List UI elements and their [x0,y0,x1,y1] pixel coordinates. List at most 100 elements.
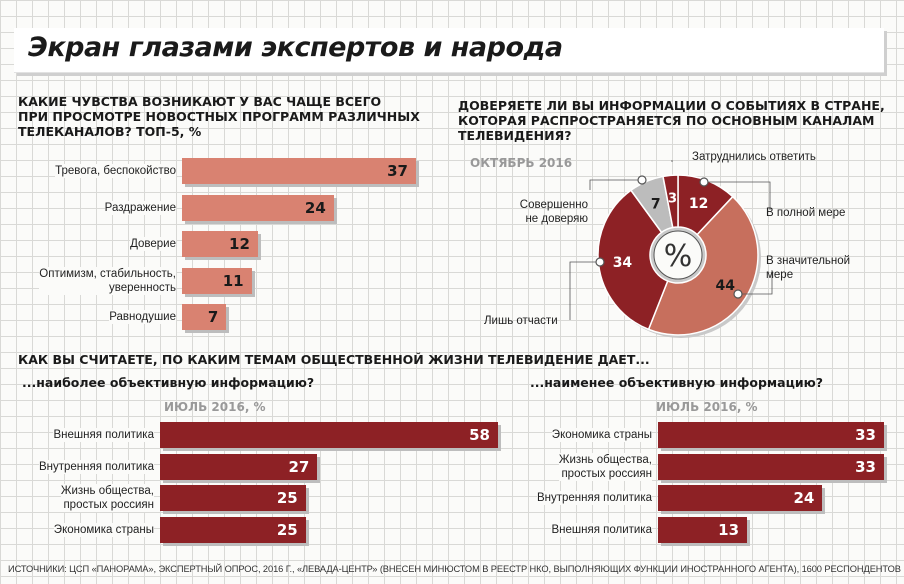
category-label-line: Экономика страны [53,523,154,536]
pie-slice-label-line: не доверяю [525,213,588,225]
page-title: Экран глазами экспертов и народа [28,32,563,63]
leader-dot [733,289,743,299]
category-label-line: Внутренняя политика [38,460,154,473]
pie-slice-label: Затруднились ответить [692,150,816,164]
bar: 7 [182,304,227,330]
pie-slice-label-line: Совершенно [519,199,588,211]
bar: 58 [160,422,498,448]
pie-slice-label-line: В значительной [766,255,851,267]
bottom-question-text: КАК ВЫ СЧИТАЕТЕ, ПО КАКИМ ТЕМАМ ОБЩЕСТВЕ… [18,352,650,367]
pie-slice-label: В значительной мере [766,254,850,282]
bar: 25 [160,485,306,511]
bar-value-label: 11 [222,271,244,290]
bar-value-label: 27 [288,457,310,476]
category-label: Внешняя политика [53,428,154,442]
leader-line [704,181,771,210]
chart4-subtitle: ИЮЛЬ 2016, % [656,400,758,414]
category-label-line: Доверие [130,238,176,250]
source-note: ИСТОЧНИКИ: ЦСП «ПАНОРАМА», ЭКСПЕРТНЫЙ ОП… [8,564,901,574]
category-label-line: Внешняя политика [53,429,154,441]
bar: 25 [160,516,306,543]
leader-line [589,179,642,190]
bar-value-label: 58 [469,426,490,444]
title-banner: Экран глазами экспертов и народа [14,28,884,73]
chart2-title-line: ДОВЕРЯЕТЕ ЛИ ВЫ ИНФОРМАЦИИ О СОБЫТИЯХ В … [458,98,885,113]
category-label-line: уверенность [108,281,176,294]
bar-value-label: 37 [387,162,408,180]
bar-value-label: 33 [855,426,876,444]
category-label: Жизнь общества, простых россиян [558,452,652,481]
bar-value-label: 13 [718,520,740,539]
category-label: Экономика страны [53,522,154,537]
category-label: Доверие [130,237,176,251]
pie-value-label: 7 [651,197,661,213]
bar: 33 [658,422,884,448]
bar: 12 [182,231,258,257]
pie-slice [597,189,669,331]
category-label-line: Жизнь общества, [558,453,652,466]
chart2-title-line: ТЕЛЕВИДЕНИЯ? [458,128,572,143]
chart1-title-line: КАКИЕ ЧУВСТВА ВОЗНИКАЮТ У ВАС ЧАЩЕ ВСЕГО [18,94,382,109]
bar: 37 [182,158,416,184]
bar-value-label: 24 [793,489,815,507]
category-label: Жизнь общества, простых россиян [60,484,154,512]
chart2-title: ДОВЕРЯЕТЕ ЛИ ВЫ ИНФОРМАЦИИ О СОБЫТИЯХ В … [458,98,885,143]
category-label: Экономика страны [551,428,652,442]
leader-dot [699,177,709,187]
pie-slice-label-line: В полной мере [766,207,846,219]
chart1-title: КАКИЕ ЧУВСТВА ВОЗНИКАЮТ У ВАС ЧАЩЕ ВСЕГО… [18,94,420,139]
category-label-line: Жизнь общества, [60,485,154,497]
leader-dot [595,257,605,267]
pie-value-label: 34 [613,255,633,271]
category-label: Внутренняя политика [536,491,652,505]
pie-value-label: 12 [689,196,708,212]
pie-slice [662,174,679,229]
category-label: Внешняя политика [551,522,652,537]
bottom-question: КАК ВЫ СЧИТАЕТЕ, ПО КАКИМ ТЕМАМ ОБЩЕСТВЕ… [18,352,650,367]
category-label: Оптимизм, стабильность, уверенность [39,266,176,295]
pie-slice [647,195,759,336]
chart2-pie: 12 44 34 7 3% [569,160,773,338]
category-label-line: Раздражение [104,201,176,214]
chart4-title: ...наименее объективную информацию? [530,375,823,390]
bar-value-label: 7 [207,308,219,326]
pie-slice-label: В полной мере [766,206,845,220]
pie-center [653,230,703,280]
leader-line [569,261,600,320]
chart1-title-line: ТЕЛЕКАНАЛОВ? Топ-5, % [18,124,202,139]
pie-slice-label: Совершенно не доверяю [514,198,588,226]
category-label-line: Равнодушие [109,311,176,323]
category-label: Тревога, беспокойство [55,164,176,178]
pie-slice-label-line: Лишь отчасти [484,315,558,327]
category-label-line: Внешняя политика [551,523,652,536]
pie-slice-label-line: мере [766,269,794,281]
pie-slice-label: Лишь отчасти [484,314,558,328]
bar-value-label: 24 [304,198,326,217]
bar: 11 [182,267,252,294]
bar-value-label: 12 [229,235,250,253]
category-label-line: Тревога, беспокойство [55,165,176,177]
bar-value-label: 25 [276,489,298,507]
category-label-line: простых россиян [63,499,154,511]
category-label-line: Экономика страны [551,429,652,441]
leader-dot [637,175,647,185]
bar: 24 [182,194,334,221]
pie-value-label: 3 [668,191,677,206]
bar: 24 [658,485,823,511]
pie-slice-label-line: Затруднились ответить [692,151,816,163]
category-label-line: Оптимизм, стабильность, [39,267,176,280]
chart2-subtitle: ОКТЯБРЬ 2016 [470,156,573,170]
pie-center-label: % [664,239,693,274]
category-label-line: Внутренняя политика [536,492,652,504]
category-label: Внутренняя политика [38,459,154,474]
chart2-title-line: КОТОРАЯ РАСПРОСТРАНЯЕТСЯ ПО ОСНОВНЫМ КАН… [458,113,875,128]
category-label-line: простых россиян [561,467,652,480]
bar: 27 [160,453,318,480]
chart3-subtitle: ИЮЛЬ 2016, % [164,400,266,414]
pie-value-label: 44 [716,278,736,294]
leader-line [738,270,773,295]
chart3-title: ...наиболее объективную информацию? [22,375,315,390]
bar-value-label: 33 [855,457,876,476]
chart1-title-line: ПРИ ПРОСМОТРЕ НОВОСТНЫХ ПРОГРАММ РАЗЛИЧН… [18,109,420,124]
category-label: Равнодушие [109,310,176,324]
